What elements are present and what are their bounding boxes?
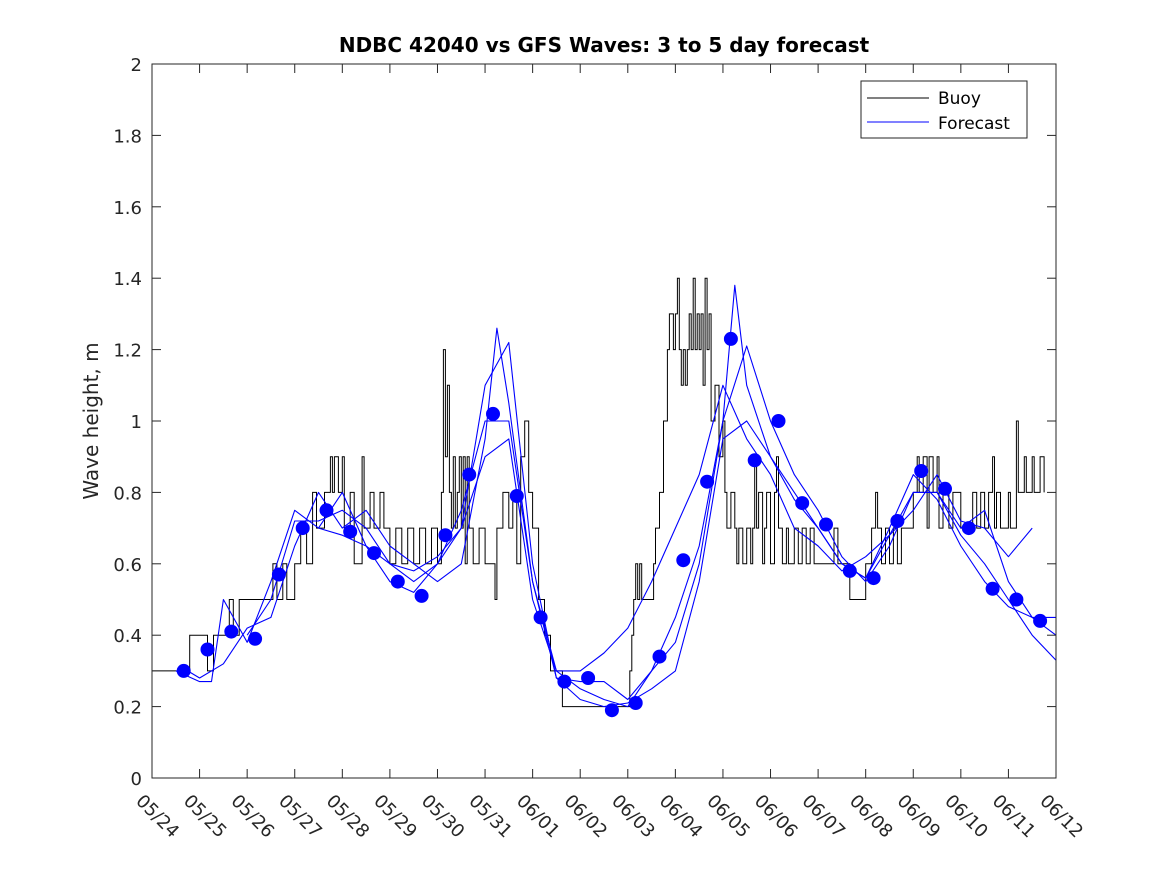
y-tick-label: 1 bbox=[131, 412, 142, 433]
y-tick-label: 1.2 bbox=[113, 341, 142, 362]
forecast-marker-18 bbox=[604, 703, 619, 718]
forecast-marker-35 bbox=[1009, 592, 1024, 607]
y-tick-label: 0.2 bbox=[113, 698, 142, 719]
y-tick-label: 0.4 bbox=[113, 626, 142, 647]
forecast-marker-11 bbox=[438, 528, 453, 543]
forecast-marker-33 bbox=[961, 521, 976, 536]
forecast-marker-19 bbox=[628, 696, 643, 710]
forecast-marker-0 bbox=[176, 663, 191, 678]
forecast-marker-32 bbox=[938, 481, 952, 496]
forecast-marker-16 bbox=[557, 674, 572, 689]
forecast-marker-25 bbox=[771, 414, 786, 428]
forecast-marker-4 bbox=[271, 567, 286, 582]
forecast-marker-7 bbox=[343, 524, 358, 539]
forecast-marker-6 bbox=[319, 503, 334, 518]
forecast-marker-20 bbox=[652, 649, 667, 664]
forecast-marker-27 bbox=[819, 517, 833, 532]
y-tick-label: 1.8 bbox=[113, 126, 142, 147]
y-tick-label: 0 bbox=[131, 769, 142, 790]
forecast-line-3 bbox=[318, 384, 1033, 672]
data-layer bbox=[152, 277, 1057, 718]
forecast-marker-15 bbox=[533, 610, 548, 625]
forecast-marker-9 bbox=[390, 574, 405, 589]
forecast-marker-36 bbox=[1033, 613, 1048, 628]
forecast-marker-24 bbox=[747, 453, 762, 468]
y-tick-label: 1.6 bbox=[113, 198, 142, 219]
legend: Buoy Forecast bbox=[860, 80, 1028, 139]
forecast-marker-21 bbox=[676, 553, 691, 568]
legend-forecast-label: Forecast bbox=[938, 114, 1010, 134]
forecast-marker-30 bbox=[890, 514, 905, 528]
legend-box bbox=[860, 80, 1028, 139]
y-tick-label: 1.4 bbox=[113, 269, 142, 290]
legend-buoy-label: Buoy bbox=[938, 89, 981, 109]
y-axis-label: Wave height, m bbox=[79, 342, 103, 499]
forecast-marker-29 bbox=[866, 571, 881, 586]
forecast-marker-22 bbox=[700, 474, 715, 489]
forecast-marker-17 bbox=[581, 671, 596, 685]
forecast-marker-31 bbox=[914, 464, 929, 478]
forecast-marker-5 bbox=[295, 521, 310, 536]
forecast-marker-34 bbox=[985, 581, 1000, 596]
forecast-marker-1 bbox=[200, 642, 215, 657]
forecast-marker-10 bbox=[414, 588, 429, 603]
y-tick-label: 2 bbox=[131, 55, 142, 76]
forecast-line-2 bbox=[246, 420, 1056, 708]
forecast-line-1 bbox=[175, 341, 1057, 701]
plot-area bbox=[152, 64, 1056, 778]
forecast-marker-13 bbox=[486, 406, 500, 421]
forecast-marker-2 bbox=[224, 624, 239, 639]
y-tick-label: 0.8 bbox=[113, 483, 142, 504]
forecast-marker-3 bbox=[248, 631, 263, 646]
forecast-marker-14 bbox=[509, 489, 524, 503]
forecast-marker-8 bbox=[367, 546, 381, 561]
forecast-marker-23 bbox=[723, 331, 738, 346]
chart-title: NDBC 42040 vs GFS Waves: 3 to 5 day fore… bbox=[339, 33, 870, 57]
forecast-marker-28 bbox=[842, 563, 857, 578]
forecast-marker-12 bbox=[462, 467, 477, 482]
y-tick-label: 0.6 bbox=[113, 555, 142, 576]
forecast-marker-26 bbox=[795, 496, 810, 511]
